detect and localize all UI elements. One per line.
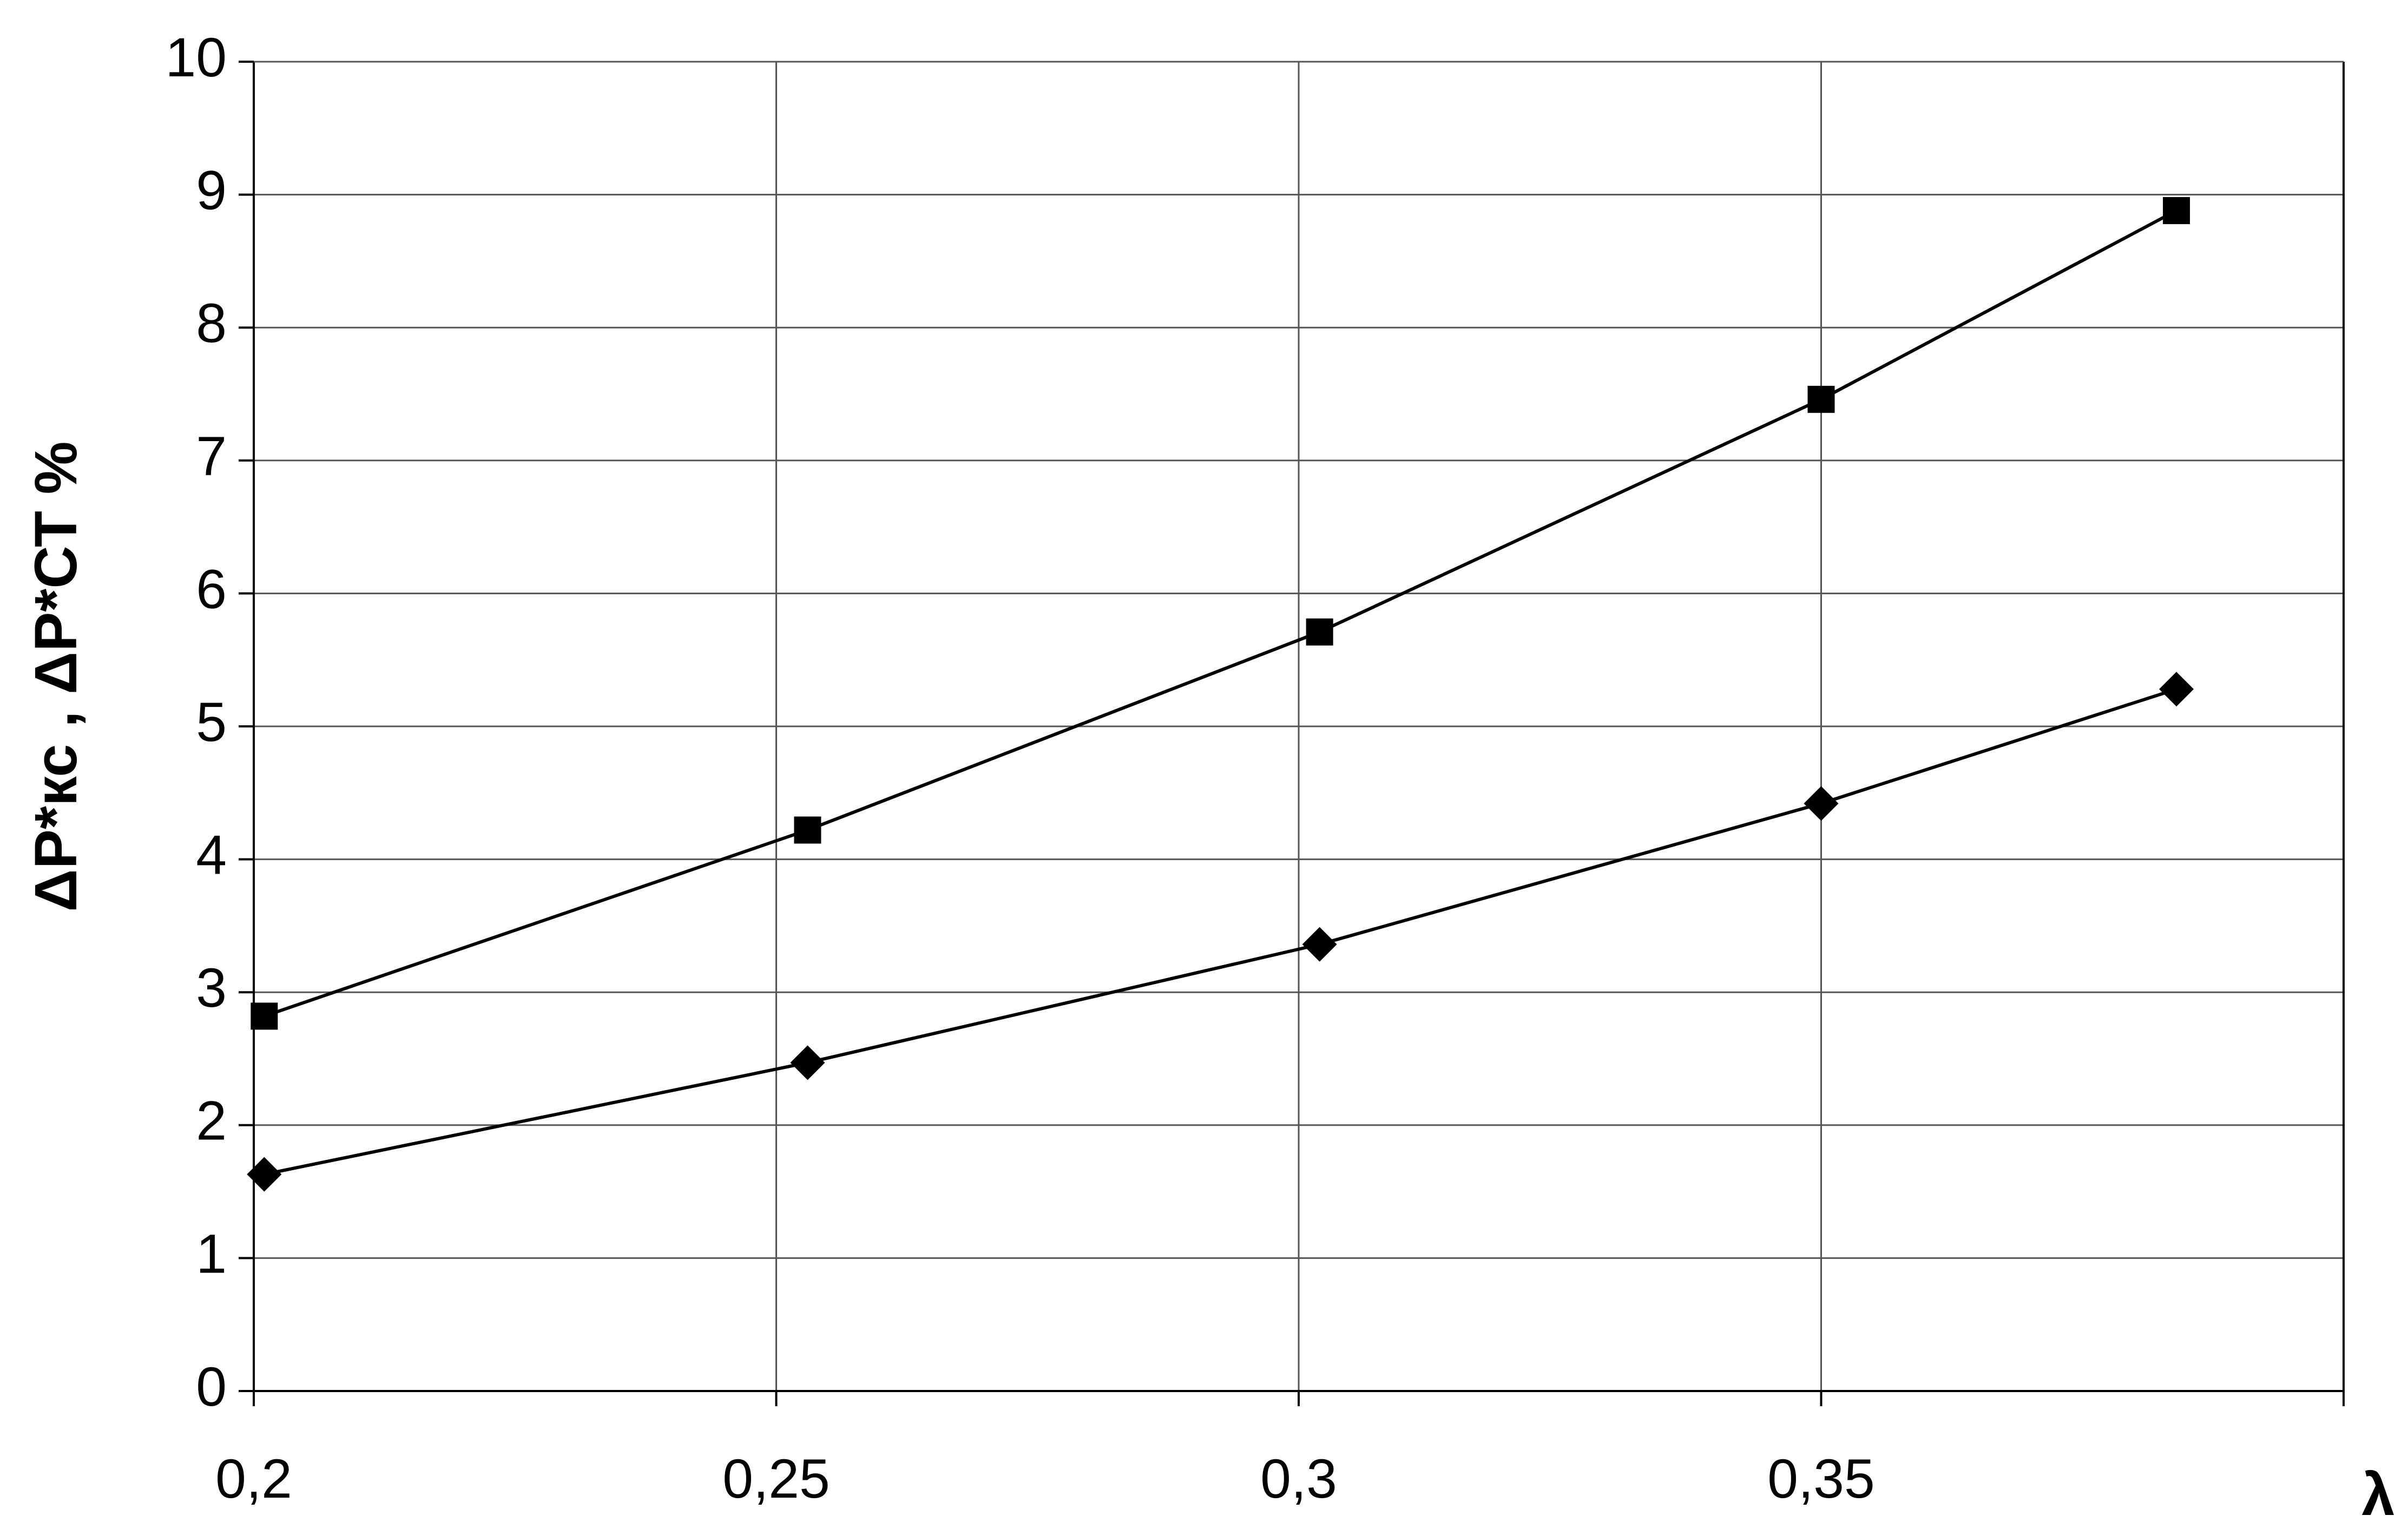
marker: [2163, 197, 2190, 225]
series-line: [264, 209, 2177, 1018]
y-tick-label: 6: [196, 558, 227, 620]
y-tick-label: 2: [196, 1090, 227, 1152]
y-tick-label: 5: [196, 691, 227, 753]
y-tick-label: 4: [196, 824, 227, 886]
y-axis-label: ΔP*кс , ΔP*СТ %: [23, 441, 89, 911]
x-tick-label: 0,35: [1767, 1448, 1875, 1510]
marker: [1302, 927, 1337, 962]
marker: [1306, 618, 1333, 646]
marker: [794, 816, 821, 844]
series-line: [264, 687, 2177, 1176]
y-tick-label: 3: [196, 957, 227, 1019]
marker: [247, 1157, 282, 1192]
marker: [790, 1045, 825, 1080]
marker: [1804, 786, 1839, 821]
marker: [2159, 672, 2194, 707]
y-tick-label: 10: [166, 27, 227, 88]
x-tick-label: 0,2: [215, 1448, 292, 1510]
y-tick-label: 7: [196, 425, 227, 487]
y-tick-label: 9: [196, 160, 227, 221]
y-tick-label: 1: [196, 1223, 227, 1284]
y-tick-label: 8: [196, 292, 227, 354]
x-tick-label: 0,3: [1260, 1448, 1337, 1510]
y-tick-label: 0: [196, 1356, 227, 1418]
marker: [1807, 385, 1835, 413]
x-tick-label: 0,25: [722, 1448, 830, 1510]
marker: [251, 1002, 278, 1030]
x-axis-label: λ: [2361, 1461, 2394, 1528]
